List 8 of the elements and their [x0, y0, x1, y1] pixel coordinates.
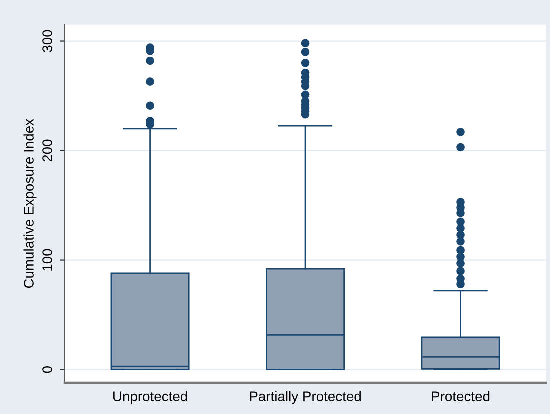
- y-tick-label: 100: [42, 249, 52, 271]
- x-tick-label: Protected: [432, 391, 490, 402]
- x-tick-label: Unprotected: [114, 391, 188, 404]
- y-tick-label: 0: [42, 366, 52, 374]
- y-axis-title: Cumulative Exposure Index: [24, 119, 37, 288]
- x-tick-label: Partially Protected: [250, 391, 361, 404]
- y-tick-label: 200: [42, 140, 52, 162]
- y-tick-label: 300: [42, 30, 52, 52]
